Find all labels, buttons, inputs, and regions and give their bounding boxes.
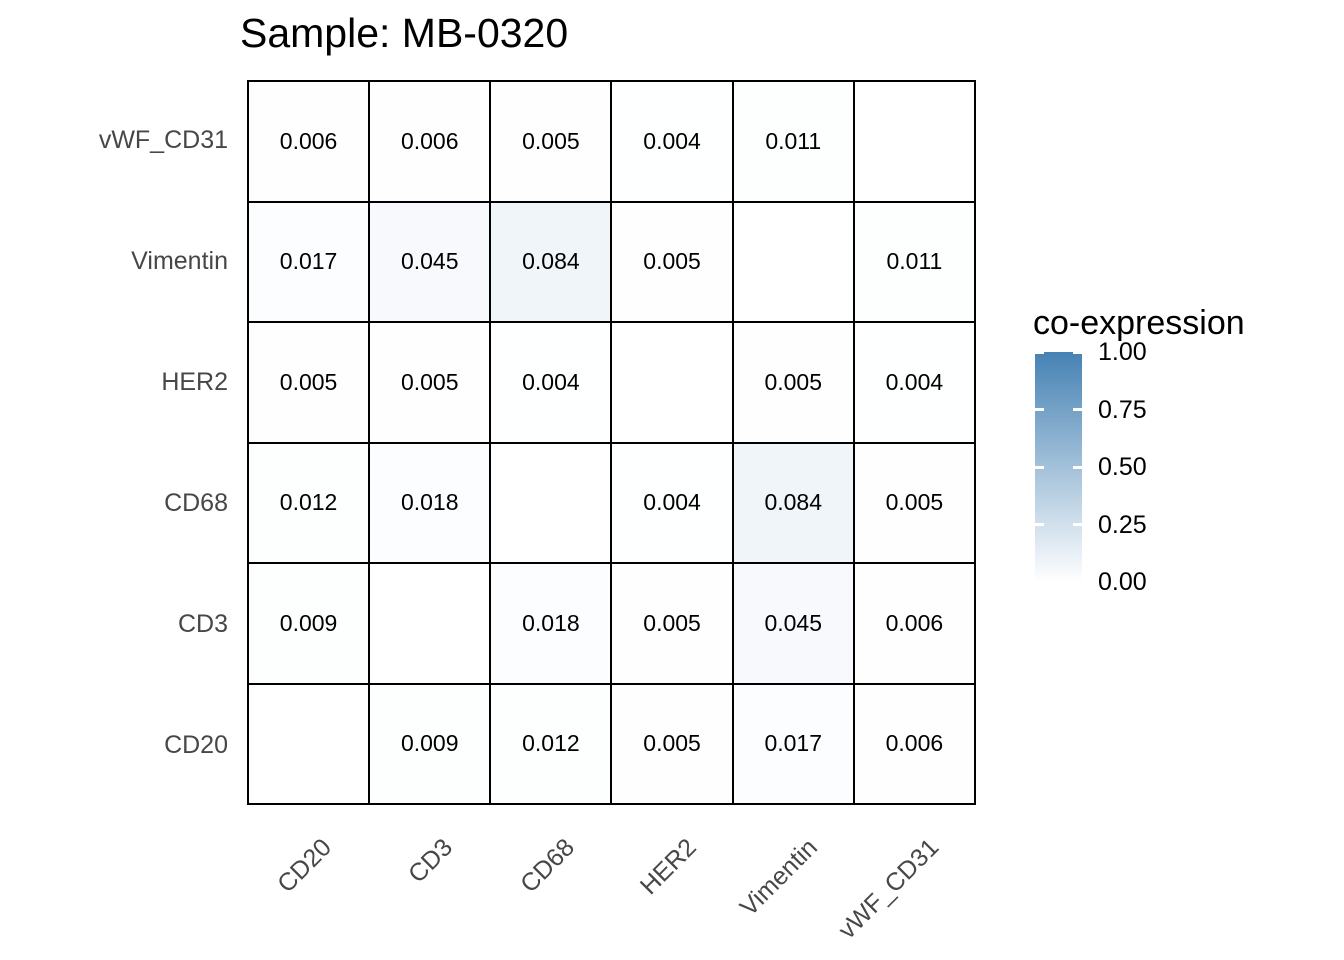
heatmap-cell-Vimentin-CD20: 0.017 [249,202,369,321]
heatmap-cell-CD20-HER2: 0.005 [612,684,732,803]
legend-tick-label-0.00: 0.00 [1098,568,1147,596]
heatmap-cell-CD68-vWF_CD31: 0.005 [854,443,974,562]
legend-tick-label-1.00: 1.00 [1098,338,1147,366]
colorbar-tick-0.75-left [1035,408,1044,411]
colorbar-tick-1.00-right [1073,352,1082,354]
colorbar-tick-0.25-left [1035,523,1044,526]
colorbar-tick-0.00-right [1073,580,1082,582]
y-axis-label-Vimentin: Vimentin [131,247,228,276]
x-axis-label-vWF_CD31: vWF_CD31 [833,833,945,945]
heatmap-grid: 0.006 0.006 0.005 0.004 0.011 0.017 0.045 0.084… [247,80,976,805]
legend-title: co-expression [1033,304,1245,342]
heatmap-cell-Vimentin-CD68: 0.084 [491,202,611,321]
colorbar-tick-0.75-right [1073,408,1082,411]
heatmap-cell-vWF_CD31-vWF_CD31 [854,82,974,201]
y-axis-label-HER2: HER2 [161,368,228,397]
heatmap-cell-CD68-CD68 [491,443,611,562]
heatmap-cell-CD3-CD20: 0.009 [249,564,369,683]
y-axis-label-CD20: CD20 [164,730,228,759]
heatmap-cell-CD20-CD68: 0.012 [491,684,611,803]
colorbar-tick-0.00-left [1035,580,1044,582]
heatmap-cell-CD3-Vimentin: 0.045 [733,564,853,683]
colorbar-tick-1.00-left [1035,352,1044,354]
x-axis-label-CD3: CD3 [403,833,459,889]
heatmap-cell-CD68-CD20: 0.012 [249,443,369,562]
x-axis-label-CD68: CD68 [514,833,580,899]
heatmap-cell-HER2-CD3: 0.005 [370,323,490,442]
heatmap-cell-CD3-vWF_CD31: 0.006 [854,564,974,683]
legend-tick-label-0.25: 0.25 [1098,510,1147,539]
heatmap-cell-vWF_CD31-HER2: 0.004 [612,82,732,201]
heatmap-cell-CD20-vWF_CD31: 0.006 [854,684,974,803]
heatmap-cell-CD3-CD3 [370,564,490,683]
heatmap-cell-HER2-CD68: 0.004 [491,323,611,442]
y-axis-label-CD68: CD68 [164,488,228,517]
colorbar-tick-0.50-right [1073,465,1082,469]
heatmap-cell-HER2-Vimentin: 0.005 [733,323,853,442]
heatmap-cell-CD20-CD20 [249,684,369,803]
heatmap-cell-CD3-CD68: 0.018 [491,564,611,683]
heatmap-cell-Vimentin-vWF_CD31: 0.011 [854,202,974,321]
heatmap-cell-vWF_CD31-CD68: 0.005 [491,82,611,201]
heatmap-cell-vWF_CD31-Vimentin: 0.011 [733,82,853,201]
heatmap-cell-CD68-HER2: 0.004 [612,443,732,562]
heatmap-cell-CD20-Vimentin: 0.017 [733,684,853,803]
legend-tick-label-0.50: 0.50 [1098,453,1147,481]
heatmap-cell-HER2-HER2 [612,323,732,442]
legend-tick-label-0.75: 0.75 [1098,395,1147,424]
x-axis-label-CD20: CD20 [271,833,337,899]
heatmap-cell-Vimentin-HER2: 0.005 [612,202,732,321]
colorbar-tick-0.50-left [1035,465,1044,469]
heatmap-cell-CD68-Vimentin: 0.084 [733,443,853,562]
heatmap-cell-vWF_CD31-CD3: 0.006 [370,82,490,201]
heatmap-cell-Vimentin-Vimentin [733,202,853,321]
heatmap-cell-HER2-vWF_CD31: 0.004 [854,323,974,442]
heatmap-cell-vWF_CD31-CD20: 0.006 [249,82,369,201]
heatmap-cell-CD20-CD3: 0.009 [370,684,490,803]
x-axis-label-Vimentin: Vimentin [734,833,823,922]
colorbar-tick-0.25-right [1073,523,1082,526]
y-axis-label-CD3: CD3 [177,609,228,638]
x-axis-label-HER2: HER2 [634,833,702,901]
heatmap-cell-HER2-CD20: 0.005 [249,323,369,442]
heatmap-cell-CD68-CD3: 0.018 [370,443,490,562]
plot-title: Sample: MB-0320 [240,10,569,56]
y-axis-label-vWF_CD31: vWF_CD31 [98,126,228,155]
heatmap-cell-CD3-HER2: 0.005 [612,564,732,683]
heatmap-cell-Vimentin-CD3: 0.045 [370,202,490,321]
legend-colorbar [1035,352,1082,582]
